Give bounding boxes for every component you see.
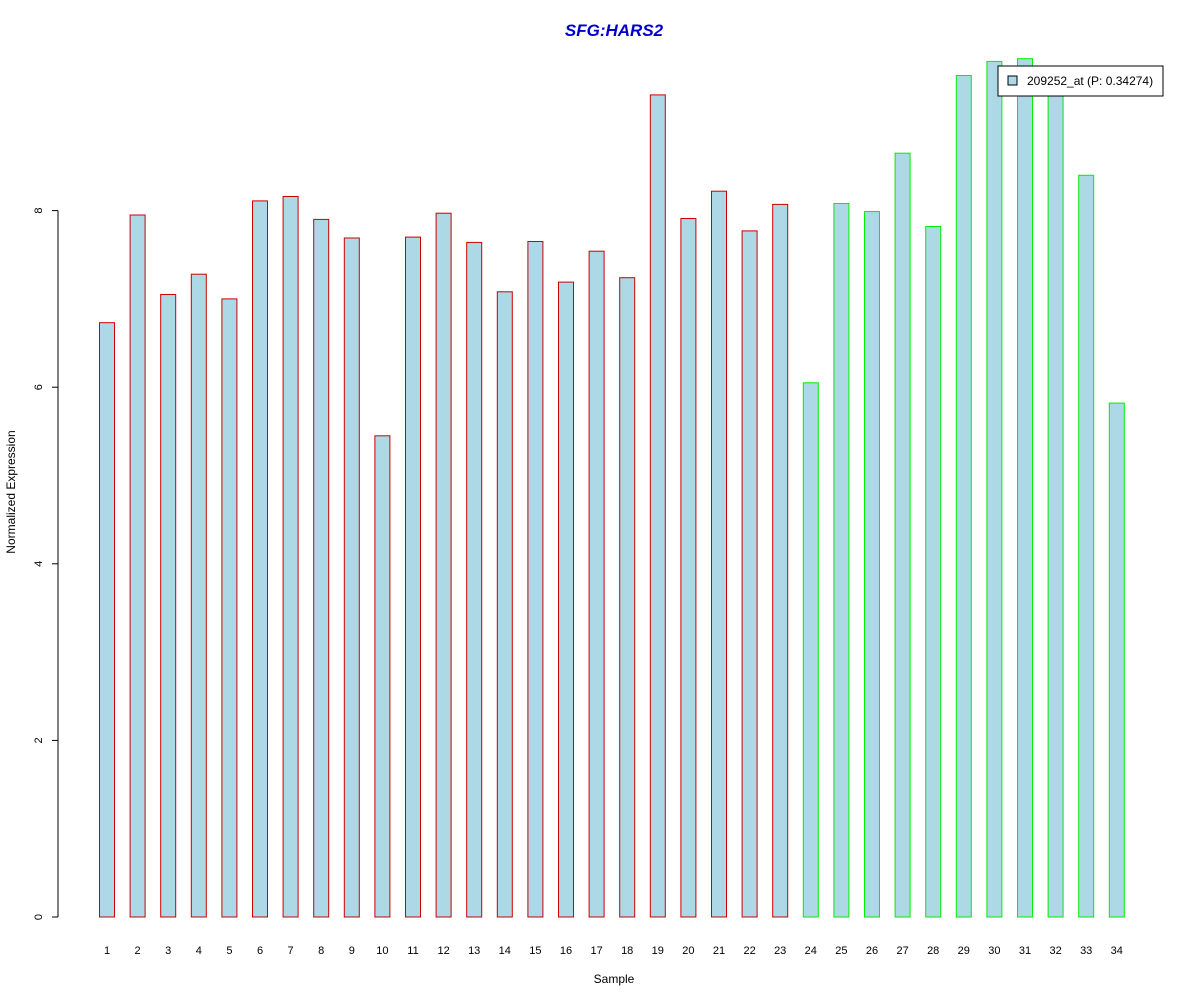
bars-group <box>99 58 1125 918</box>
x-tick-label: 19 <box>652 945 664 957</box>
bar-sample-6 <box>252 200 268 918</box>
bar-sample-34 <box>1108 402 1125 918</box>
bar-sample-7 <box>282 196 299 918</box>
bar-sample-4 <box>190 273 207 918</box>
bar-sample-29 <box>955 75 972 918</box>
x-tick-label: 27 <box>896 945 908 957</box>
x-tick-label: 8 <box>318 945 324 957</box>
y-tick-label: 4 <box>33 561 45 567</box>
x-tick-label: 11 <box>407 945 418 957</box>
x-tick-label: 2 <box>135 945 141 957</box>
bar-sample-10 <box>374 435 391 918</box>
bar-sample-5 <box>221 298 238 918</box>
bar-sample-24 <box>802 382 819 918</box>
x-tick-label: 23 <box>774 945 786 957</box>
bar-sample-15 <box>527 241 544 918</box>
bar-sample-17 <box>588 250 605 918</box>
x-tick-label: 4 <box>196 945 202 957</box>
x-tick-label: 22 <box>743 945 755 957</box>
y-tick-label: 8 <box>33 208 45 214</box>
bar-sample-28 <box>925 226 942 918</box>
legend: 209252_at (P: 0.34274) <box>997 65 1164 97</box>
x-tick-label: 33 <box>1080 945 1092 957</box>
chart-title: SFG:HARS2 <box>565 21 664 40</box>
bar-sample-20 <box>680 218 697 918</box>
x-tick-label: 3 <box>165 945 171 957</box>
bar-sample-27 <box>894 152 911 918</box>
bar-sample-33 <box>1078 174 1095 918</box>
x-tick-label: 29 <box>958 945 970 957</box>
x-tick-label: 21 <box>713 945 725 957</box>
x-tick-label: 6 <box>257 945 263 957</box>
x-tick-label: 13 <box>468 945 480 957</box>
y-axis-label: Normalized Expression <box>4 430 18 553</box>
x-tick-label: 1 <box>104 945 110 957</box>
x-axis-label: Sample <box>594 972 635 986</box>
y-tick-label: 2 <box>33 737 45 743</box>
legend-box <box>997 65 1164 97</box>
bar-sample-21 <box>711 190 727 918</box>
x-tick-label: 26 <box>866 945 878 957</box>
x-tick-label: 32 <box>1049 945 1061 957</box>
x-tick-label: 16 <box>560 945 572 957</box>
x-tick-label: 18 <box>621 945 633 957</box>
bar-sample-3 <box>160 294 177 918</box>
x-tick-label: 15 <box>529 945 541 957</box>
bar-sample-30 <box>986 60 1003 918</box>
bar-sample-1 <box>99 322 115 918</box>
bar-sample-19 <box>649 94 666 918</box>
x-tick-label: 25 <box>835 945 847 957</box>
x-tick-label: 28 <box>927 945 939 957</box>
x-tick-label: 10 <box>376 945 388 957</box>
x-tick-label: 24 <box>805 945 817 957</box>
y-axis: 0 2 4 6 8 <box>33 208 59 920</box>
x-tick-labels: 1 2 3 4 5 6 7 8 9 10 11 12 13 14 15 16 17 18 19 20 21 22 23 24 2… <box>104 945 1123 957</box>
x-tick-label: 14 <box>499 945 511 957</box>
bar-sample-22 <box>741 230 758 918</box>
bar-sample-11 <box>405 236 421 918</box>
y-tick-label: 0 <box>33 914 45 920</box>
bar-sample-9 <box>343 237 360 918</box>
bar-sample-16 <box>558 281 574 918</box>
bar-sample-25 <box>833 203 850 918</box>
x-tick-label: 31 <box>1019 945 1031 957</box>
legend-entry-label: 209252_at (P: 0.34274) <box>1027 74 1153 88</box>
y-tick-label: 6 <box>33 384 45 390</box>
x-tick-label: 9 <box>349 945 355 957</box>
bar-sample-26 <box>864 211 880 918</box>
x-tick-label: 17 <box>590 945 602 957</box>
bar-sample-18 <box>619 277 636 918</box>
x-tick-label: 12 <box>437 945 449 957</box>
x-tick-label: 5 <box>226 945 232 957</box>
bar-sample-23 <box>772 203 789 918</box>
bar-sample-8 <box>313 218 330 918</box>
x-tick-label: 20 <box>682 945 694 957</box>
bar-sample-32 <box>1047 82 1064 918</box>
x-tick-label: 7 <box>288 945 294 957</box>
bar-sample-2 <box>129 214 146 918</box>
bar-sample-13 <box>466 241 483 918</box>
x-tick-label: 34 <box>1111 945 1123 957</box>
x-tick-label: 30 <box>988 945 1000 957</box>
bar-sample-12 <box>435 212 452 918</box>
bar-sample-31 <box>1017 58 1033 918</box>
legend-swatch <box>1007 75 1018 86</box>
bar-sample-14 <box>496 291 513 918</box>
